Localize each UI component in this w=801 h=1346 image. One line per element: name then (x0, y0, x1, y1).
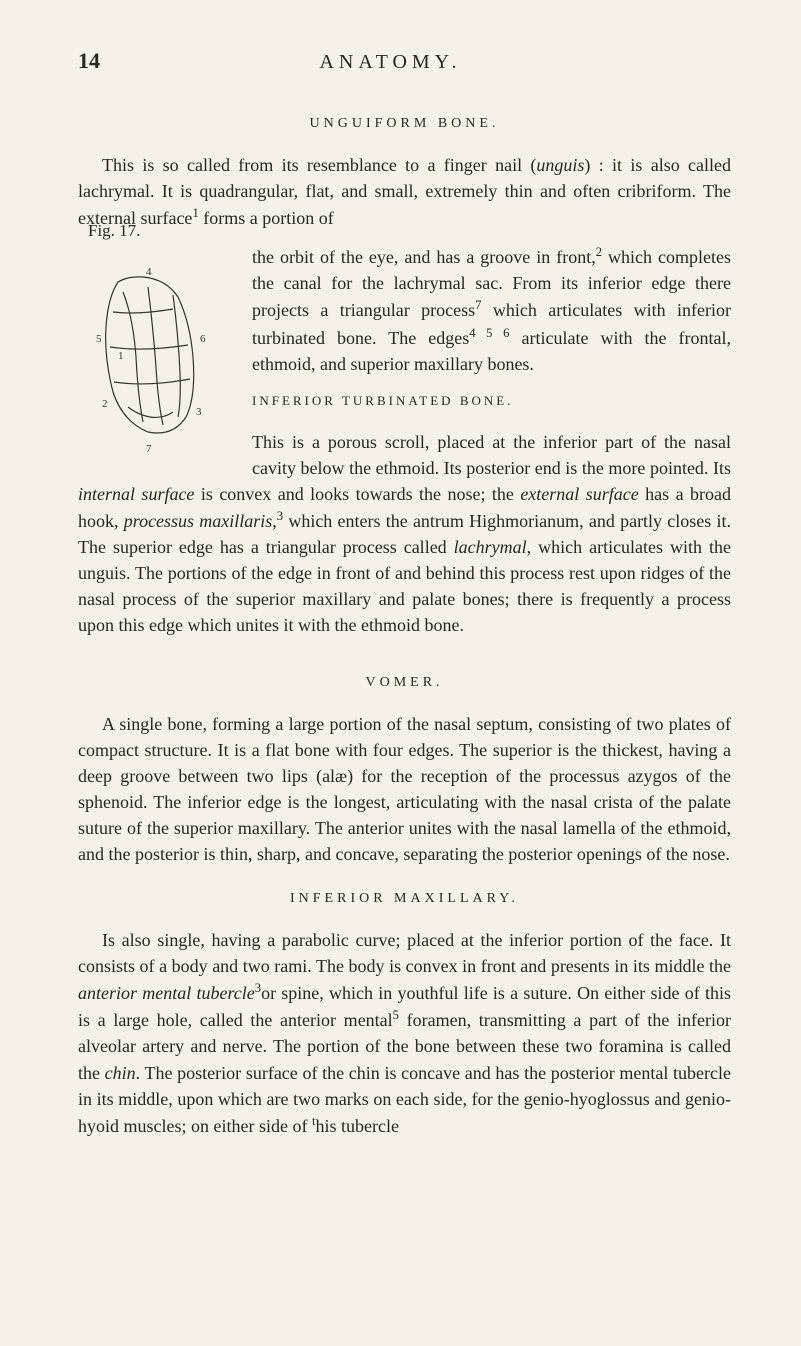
inferior-turbinated-para: This is a porous scroll, placed at the i… (78, 429, 731, 639)
section-title-vomer: VOMER. (78, 675, 731, 691)
inferior-maxillary-para: Is also single, having a parabolic curve… (78, 927, 731, 1139)
fig-marker-5: 5 (96, 333, 102, 345)
fig-marker-7: 7 (146, 443, 152, 455)
fig-marker-3: 3 (196, 406, 202, 418)
figure-float: Fig. 17. 4 5 1 6 (78, 247, 238, 457)
page-header: 14 ANATOMY. (78, 48, 731, 74)
fig-marker-1: 1 (118, 350, 124, 362)
page-container: 14 ANATOMY. UNGUIFORM BONE. This is so c… (0, 0, 801, 1189)
section-title-unguiform: UNGUIFORM BONE. (78, 116, 731, 132)
unguiform-para-intro: This is so called from its resemblance t… (78, 152, 731, 231)
section-title-inferior-maxillary: INFERIOR MAXILLARY. (78, 891, 731, 907)
unguiform-paragraph-block: This is so called from its resemblance t… (78, 152, 731, 651)
fig-marker-6: 6 (200, 333, 206, 345)
vomer-para: A single bone, forming a large portion o… (78, 711, 731, 868)
figure-label: Fig. 17. (88, 221, 140, 241)
bone-svg: 4 5 1 6 2 3 7 (78, 257, 228, 457)
fig-marker-2: 2 (102, 398, 108, 410)
running-head: ANATOMY. (50, 51, 731, 74)
fig-marker-4: 4 (146, 266, 152, 278)
bone-illustration: 4 5 1 6 2 3 7 (78, 257, 228, 457)
